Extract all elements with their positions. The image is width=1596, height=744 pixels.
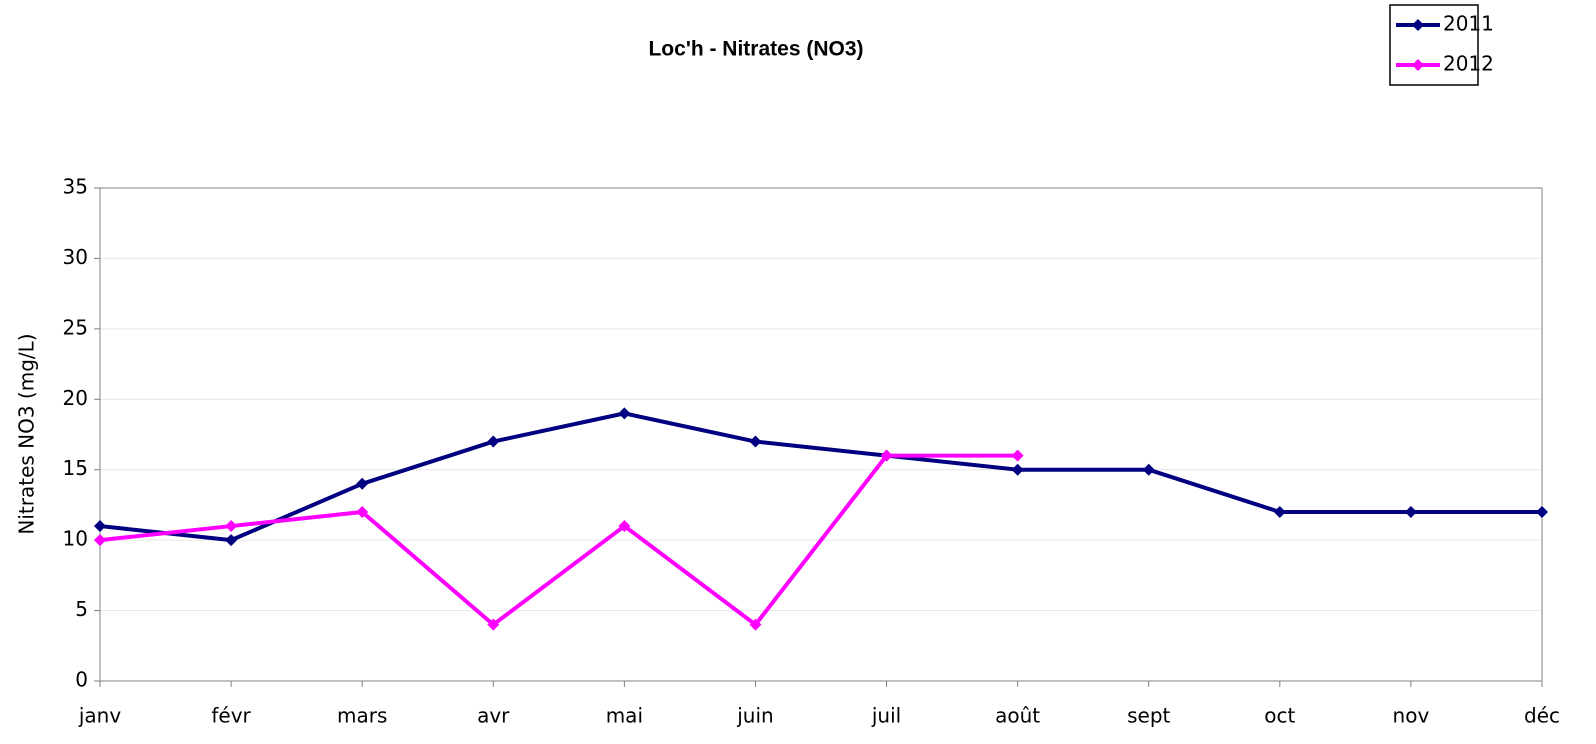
series-line (99, 411, 1542, 543)
y-tick-label: 20 (63, 386, 88, 410)
data-point (225, 520, 238, 533)
data-point (1142, 463, 1155, 476)
legend-marker (1412, 19, 1424, 31)
legend-marker (1412, 59, 1424, 71)
y-tick-label: 35 (63, 175, 88, 199)
data-point (225, 534, 238, 547)
data-point (487, 435, 500, 448)
y-tick-label: 30 (63, 245, 88, 269)
data-point (1536, 505, 1548, 518)
data-point (880, 449, 893, 462)
data-point (618, 407, 631, 420)
x-tick-label: avr (477, 704, 510, 728)
y-tick-label: 0 (75, 668, 88, 692)
x-tick-label: juil (871, 704, 901, 728)
x-tick-label: mars (337, 704, 387, 728)
legend-box (1389, 4, 1479, 86)
data-point (749, 435, 762, 448)
data-point (356, 505, 369, 518)
x-tick-label: févr (211, 704, 251, 728)
x-tick-label: déc (1524, 704, 1560, 728)
data-point (94, 520, 106, 533)
data-point (356, 477, 369, 490)
data-point (1273, 505, 1286, 518)
x-tick-label: janv (78, 704, 121, 728)
x-tick-label: nov (1393, 704, 1430, 728)
legend-label: 2012 (1443, 52, 1494, 76)
data-point (1011, 449, 1024, 462)
data-point (94, 534, 106, 547)
data-point (1011, 463, 1024, 476)
series-line (99, 453, 1018, 627)
legend-label: 2011 (1443, 12, 1494, 36)
plot-border (99, 187, 1543, 682)
chart-title: Loc'h - Nitrates (NO3) (648, 38, 863, 61)
data-point (1404, 505, 1417, 518)
y-tick-label: 10 (63, 527, 88, 551)
x-tick-label: juin (736, 704, 773, 728)
x-tick-label: oct (1264, 704, 1295, 728)
y-tick-label: 15 (63, 456, 88, 480)
x-tick-label: mai (606, 704, 643, 728)
y-tick-label: 25 (63, 315, 88, 339)
data-point (749, 618, 762, 631)
y-tick-label: 5 (75, 597, 88, 621)
y-axis-label: Nitrates NO3 (mg/L) (15, 333, 39, 534)
x-tick-label: août (995, 704, 1040, 728)
x-tick-label: sept (1127, 704, 1170, 728)
data-point (487, 618, 500, 631)
data-point (618, 520, 631, 533)
